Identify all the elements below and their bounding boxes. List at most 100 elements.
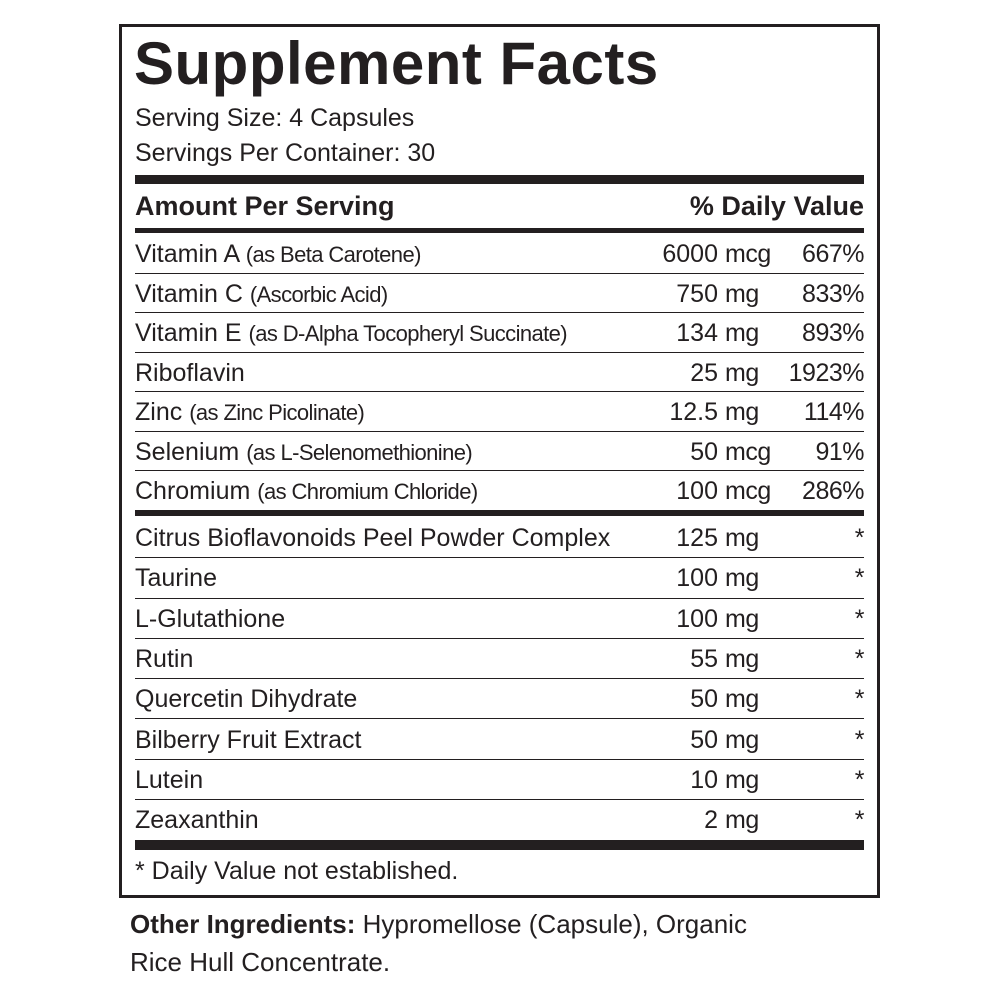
amount: 134 bbox=[676, 319, 718, 347]
daily-value: * bbox=[854, 765, 865, 794]
daily-value: 91% bbox=[815, 437, 864, 466]
nutrient-name: Vitamin C bbox=[135, 279, 243, 308]
unit: mcg bbox=[725, 240, 771, 268]
amount: 50 bbox=[690, 725, 718, 754]
nutrient-row: Vitamin C (Ascorbic Acid) 750 mg 833% bbox=[135, 274, 864, 313]
amount: 2 bbox=[704, 806, 718, 835]
nutrient-name-cell: Vitamin A (as Beta Carotene) bbox=[135, 234, 421, 275]
nutrient-name: Zinc bbox=[135, 398, 183, 426]
daily-value: 893% bbox=[802, 319, 864, 347]
nutrient-name-cell: L-Glutathione bbox=[135, 599, 285, 639]
amount: 12.5 bbox=[669, 398, 718, 426]
servings-per-container: Servings Per Container: 30 bbox=[135, 139, 436, 167]
nutrient-name: L-Glutathione bbox=[135, 604, 286, 633]
nutrient-note: (as Beta Carotene) bbox=[245, 242, 422, 267]
nutrient-name-cell: Rutin bbox=[135, 639, 193, 679]
other-ingredients-label: Other Ingredients: bbox=[130, 909, 356, 939]
amount: 100 bbox=[676, 604, 718, 633]
nutrient-name-cell: Zeaxanthin bbox=[135, 800, 259, 840]
daily-value: * bbox=[854, 725, 865, 754]
nutrient-name-cell: Taurine bbox=[135, 558, 217, 598]
nutrient-row: Rutin 55 mg * bbox=[135, 639, 865, 680]
daily-value: * bbox=[854, 685, 865, 714]
nutrient-name-cell: Selenium (as L-Selenomethionine) bbox=[135, 432, 473, 473]
nutrient-row: Quercetin Dihydrate 50 mg * bbox=[135, 679, 865, 720]
amount: 50 bbox=[690, 437, 718, 466]
unit: mg bbox=[725, 319, 759, 347]
nutrient-row: Bilberry Fruit Extract 50 mg * bbox=[135, 720, 865, 760]
amount: 55 bbox=[690, 644, 718, 673]
nutrient-name: Riboflavin bbox=[135, 358, 245, 387]
nutrient-name: Taurine bbox=[135, 564, 217, 593]
nutrient-name-cell: Lutein bbox=[135, 760, 203, 800]
divider bbox=[135, 228, 864, 233]
unit: mg bbox=[725, 604, 759, 633]
header-daily-value: % Daily Value bbox=[689, 191, 864, 221]
amount: 25 bbox=[690, 358, 718, 387]
unit: mg bbox=[725, 524, 759, 552]
nutrient-note: (as Zinc Picolinate) bbox=[189, 400, 365, 425]
header-amount: Amount Per Serving bbox=[135, 191, 395, 221]
nutrient-row: Taurine 100 mg * bbox=[135, 558, 865, 599]
nutrient-row: Citrus Bioflavonoids Peel Powder Complex… bbox=[135, 518, 865, 559]
unit: mcg bbox=[725, 437, 771, 466]
nutrient-note: (as Chromium Chloride) bbox=[257, 479, 478, 504]
divider bbox=[135, 175, 864, 184]
nutrient-name-cell: Chromium (as Chromium Chloride) bbox=[135, 471, 478, 512]
amount: 50 bbox=[690, 685, 718, 714]
unit: mg bbox=[725, 765, 759, 794]
daily-value: 667% bbox=[802, 240, 864, 268]
nutrient-note: (Ascorbic Acid) bbox=[249, 281, 388, 307]
nutrient-row: Zeaxanthin 2 mg * bbox=[135, 800, 865, 840]
unit: mg bbox=[725, 644, 759, 673]
unit: mg bbox=[725, 685, 759, 714]
unit: mg bbox=[725, 564, 759, 593]
amount: 10 bbox=[690, 765, 718, 794]
nutrient-name: Vitamin A bbox=[135, 240, 239, 268]
daily-value: * bbox=[854, 524, 865, 552]
nutrient-name-cell: Citrus Bioflavonoids Peel Powder Complex bbox=[135, 518, 610, 558]
divider bbox=[135, 840, 864, 850]
daily-value: * bbox=[854, 644, 865, 673]
serving-size: Serving Size: 4 Capsules bbox=[135, 104, 415, 132]
nutrient-note: (as D-Alpha Tocopheryl Succinate) bbox=[248, 321, 567, 346]
divider bbox=[135, 510, 864, 516]
unit: mg bbox=[725, 279, 759, 308]
nutrient-note: (as L-Selenomethionine) bbox=[246, 439, 473, 465]
nutrient-name-cell: Zinc (as Zinc Picolinate) bbox=[135, 392, 365, 433]
nutrient-name-cell: Riboflavin bbox=[135, 353, 245, 393]
nutrient-name-cell: Bilberry Fruit Extract bbox=[135, 720, 361, 760]
amount: 100 bbox=[676, 564, 718, 593]
nutrient-name: Quercetin Dihydrate bbox=[135, 685, 358, 714]
facts-panel bbox=[119, 24, 880, 898]
footnote: * Daily Value not established. bbox=[135, 857, 459, 885]
nutrient-row: Zinc (as Zinc Picolinate) 12.5 mg 114% bbox=[135, 392, 865, 433]
amount: 6000 bbox=[662, 240, 718, 268]
other-ingredients: Other Ingredients: Hypromellose (Capsule… bbox=[130, 905, 770, 981]
nutrient-name: Bilberry Fruit Extract bbox=[135, 725, 362, 754]
nutrient-name: Zeaxanthin bbox=[135, 806, 259, 835]
unit: mg bbox=[725, 358, 759, 387]
nutrient-row: Vitamin E (as D-Alpha Tocopheryl Succina… bbox=[135, 313, 864, 353]
daily-value: 286% bbox=[802, 477, 864, 505]
daily-value: * bbox=[854, 564, 865, 593]
nutrient-row: Lutein 10 mg * bbox=[135, 760, 865, 801]
nutrient-name-cell: Vitamin E (as D-Alpha Tocopheryl Succina… bbox=[135, 313, 568, 354]
unit: mg bbox=[725, 725, 759, 754]
daily-value: 114% bbox=[803, 398, 865, 426]
other-ingredients-text: Hypromellose (Capsule), Organic Rice Hul… bbox=[130, 909, 747, 977]
nutrient-name: Selenium bbox=[135, 437, 240, 466]
nutrient-name: Lutein bbox=[135, 765, 204, 794]
amount: 100 bbox=[676, 477, 718, 505]
title: Supplement Facts bbox=[134, 30, 659, 97]
nutrient-row: Vitamin A (as Beta Carotene) 6000 mcg 667% bbox=[135, 234, 864, 274]
nutrient-name: Chromium bbox=[135, 477, 251, 505]
daily-value: * bbox=[854, 806, 865, 835]
nutrient-row: Riboflavin 25 mg 1923% bbox=[135, 353, 865, 393]
daily-value: * bbox=[854, 604, 865, 633]
unit: mg bbox=[725, 398, 759, 426]
nutrient-name: Vitamin E bbox=[135, 319, 242, 347]
amount: 125 bbox=[676, 524, 718, 552]
nutrient-row: Chromium (as Chromium Chloride) 100 mcg 286… bbox=[135, 471, 864, 511]
